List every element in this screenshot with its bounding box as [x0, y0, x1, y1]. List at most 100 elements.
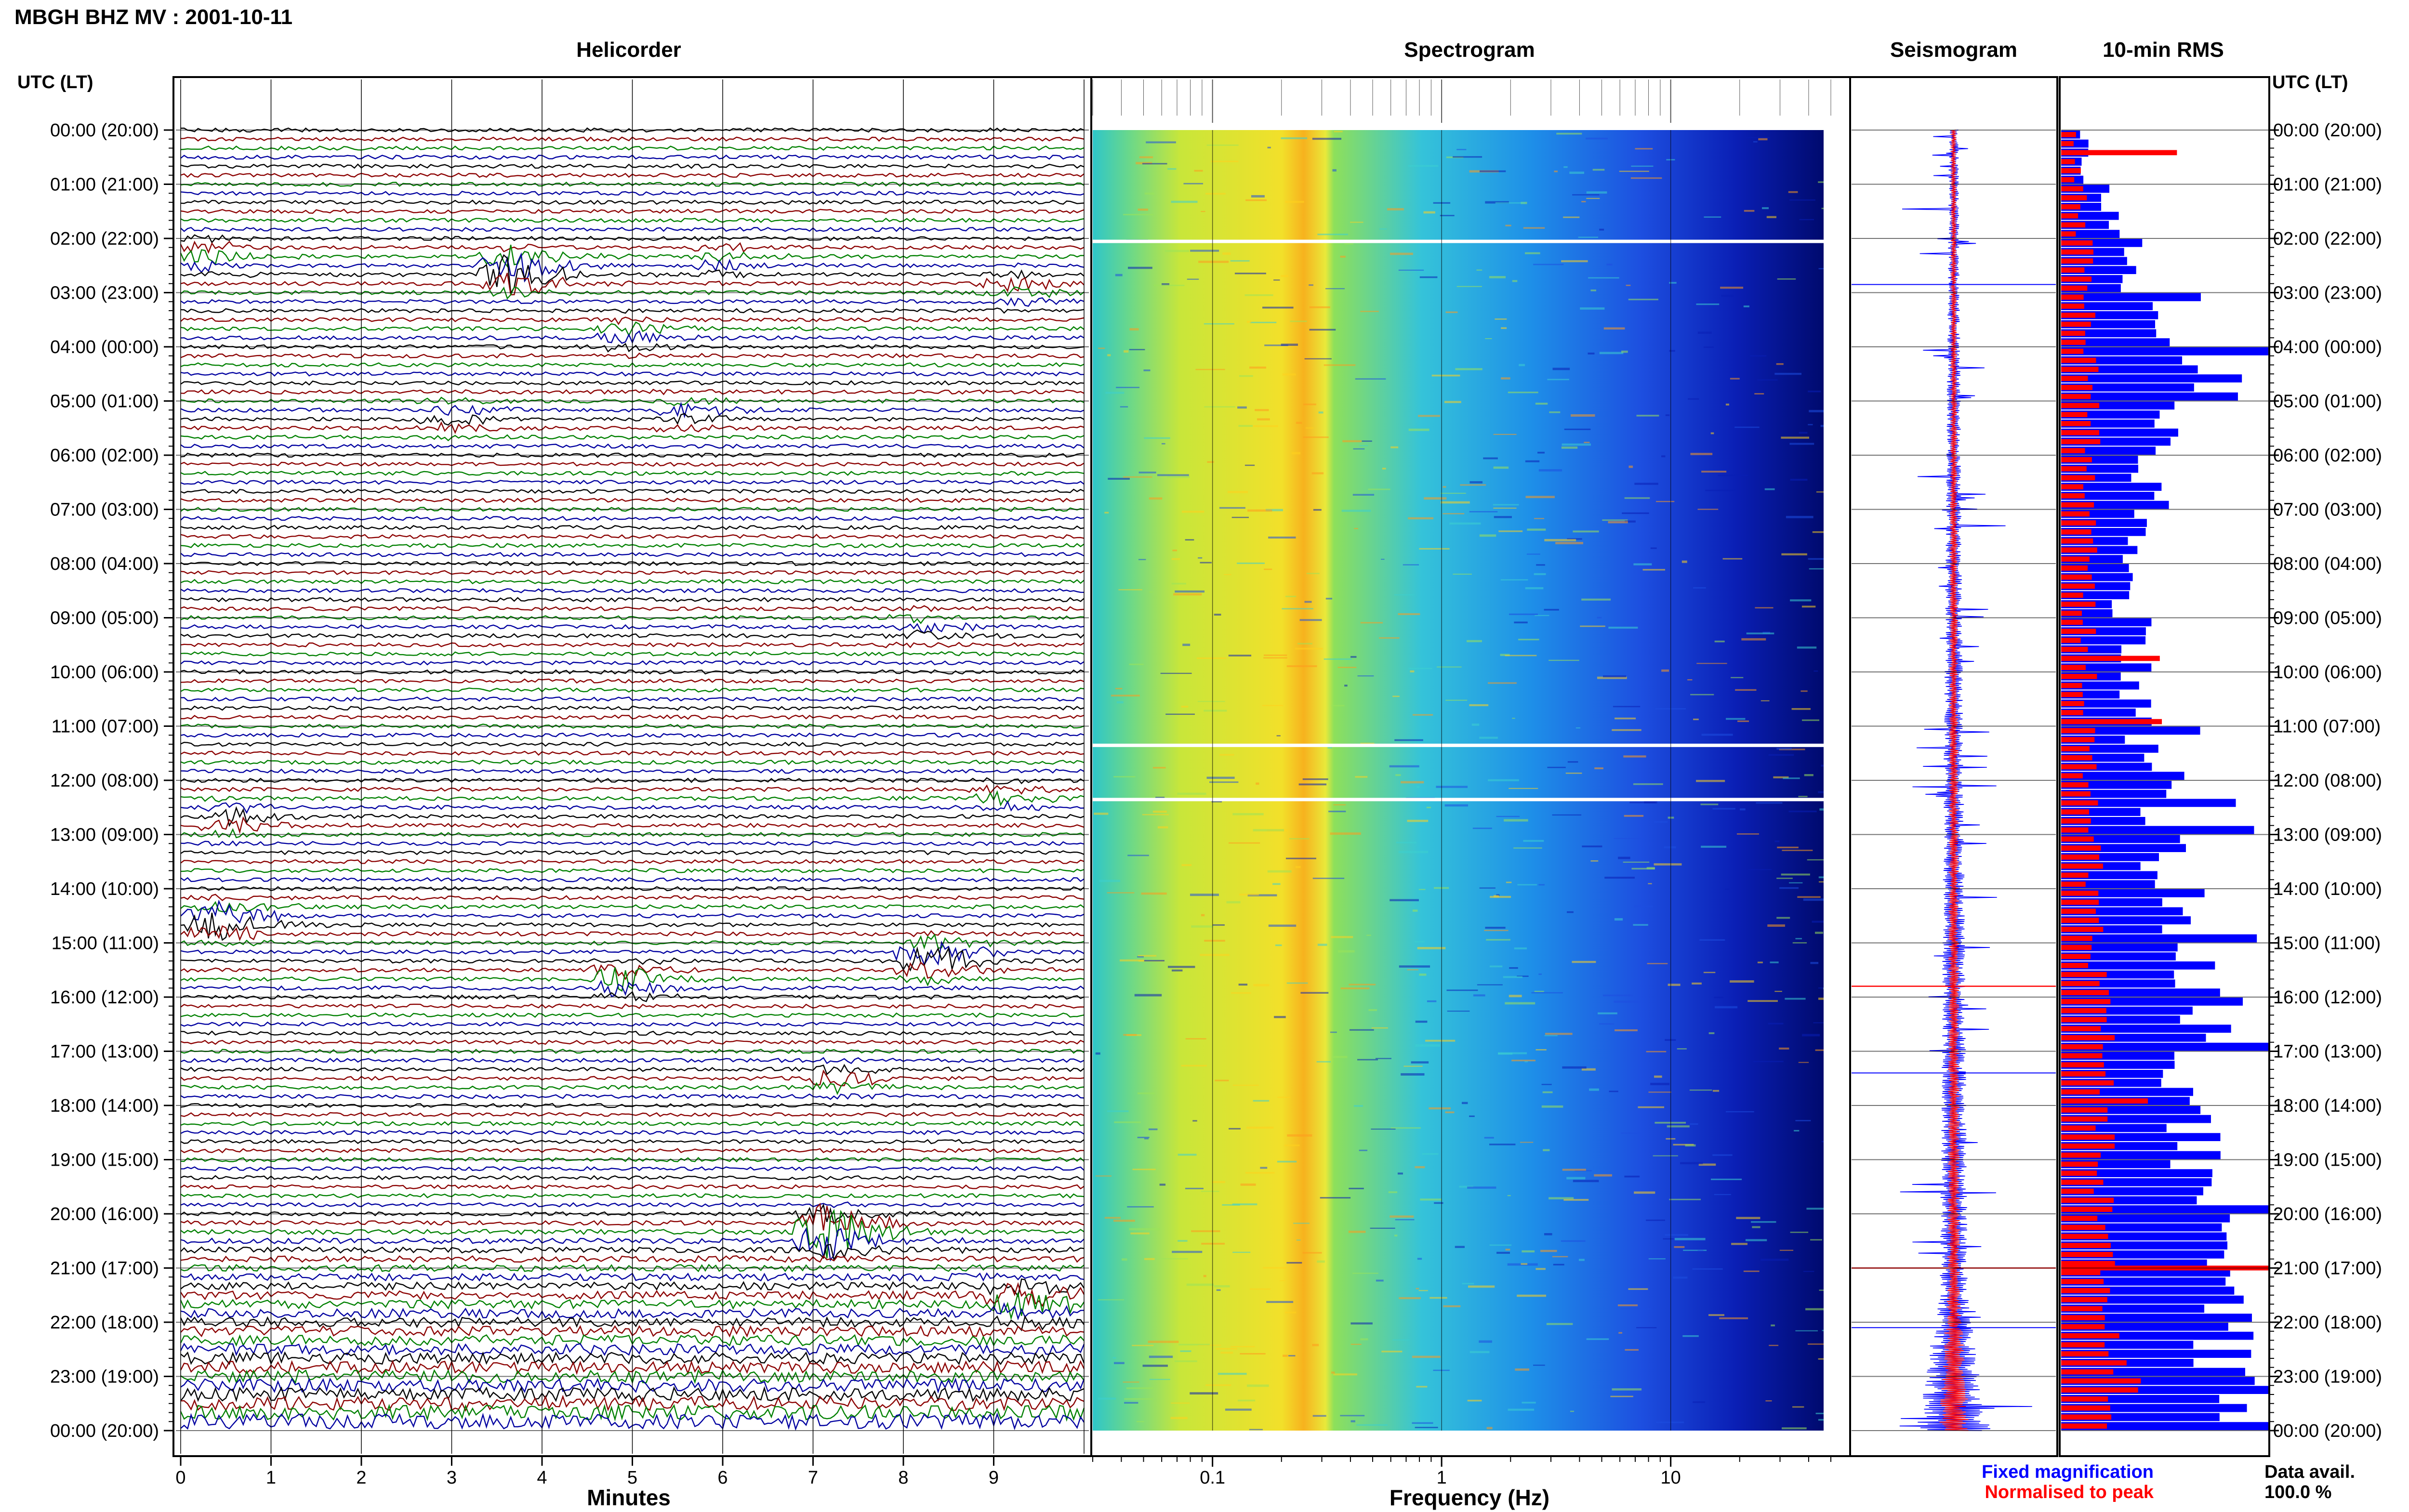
- spectrogram-streak: [1237, 406, 1247, 409]
- spectrogram-streak: [1654, 821, 1668, 823]
- rms-bar-normalised: [2061, 1261, 2115, 1266]
- spectrogram-streak: [1514, 621, 1528, 624]
- spectrogram-streak: [1756, 802, 1783, 804]
- spectrogram-streak: [1185, 1038, 1206, 1040]
- spectrogram-streak: [1144, 437, 1170, 439]
- spectrogram-streak: [1648, 1258, 1666, 1260]
- spectrogram-streak: [1603, 327, 1625, 330]
- rms-bar-fixed: [2061, 772, 2184, 780]
- spectrogram-streak: [1337, 667, 1357, 668]
- spectrogram-streak: [1512, 718, 1515, 719]
- spectrogram-streak: [1656, 500, 1675, 502]
- spectrogram-streak: [1247, 1384, 1269, 1387]
- spectrogram-streak: [1297, 643, 1312, 644]
- spectrogram-streak: [1419, 276, 1438, 278]
- spectrogram-streak: [1285, 595, 1297, 597]
- spectrogram-streak: [1572, 194, 1600, 196]
- spectrogram-streak: [1129, 328, 1139, 330]
- rms-bar-normalised: [2061, 891, 2099, 896]
- spectrogram-streak: [1253, 984, 1270, 986]
- spectrogram-streak: [1247, 894, 1277, 896]
- helicorder-title: Helicorder: [576, 38, 681, 62]
- spectrogram-streak: [1696, 663, 1727, 664]
- rms-bar-fixed: [2061, 347, 2268, 355]
- spectrogram-streak: [1790, 478, 1808, 481]
- spectrogram-streak: [1216, 1289, 1221, 1291]
- spectrogram-streak: [1390, 252, 1413, 255]
- spectrogram-streak: [1440, 493, 1466, 494]
- spectrogram-streak: [1586, 137, 1608, 140]
- spectrogram-streak: [1746, 137, 1770, 138]
- spectrogram-streak: [1555, 542, 1583, 544]
- spectrogram-streak: [1511, 1059, 1535, 1062]
- time-label-left: 16:00 (12:00): [50, 987, 159, 1008]
- spectrogram-streak: [1167, 966, 1195, 968]
- spectrogram-streak: [1819, 808, 1824, 811]
- rms-bar-normalised: [2061, 502, 2094, 508]
- spectrogram-streak: [1566, 1177, 1586, 1180]
- spectrogram-streak: [1098, 1397, 1116, 1400]
- spectrogram-streak: [1095, 1175, 1112, 1177]
- rms-bar-normalised: [2061, 1089, 2100, 1095]
- spectrogram-streak: [1408, 668, 1432, 670]
- spectrogram-streak: [1232, 1251, 1251, 1253]
- spectrogram-streak: [1381, 559, 1385, 560]
- spectrogram-streak: [1419, 973, 1427, 976]
- spectrogram-streak: [1445, 311, 1458, 313]
- spectrogram-streak: [1523, 227, 1545, 229]
- time-label-right: 18:00 (14:00): [2273, 1096, 2382, 1116]
- spectrogram-streak: [1674, 1246, 1685, 1248]
- spectrogram-streak: [1349, 984, 1376, 986]
- spectrogram-streak: [1573, 1180, 1599, 1183]
- spectrogram-streak: [1182, 644, 1191, 646]
- spectrogram-streak: [1129, 663, 1144, 665]
- spectrogram-streak: [1768, 754, 1794, 756]
- spectrogram-streak: [1745, 1239, 1767, 1241]
- spectrogram-streak: [1371, 1129, 1396, 1130]
- spectrogram-streak: [1697, 509, 1719, 510]
- spectrogram-streak: [1712, 1090, 1720, 1092]
- spectrogram-streak: [1181, 1065, 1207, 1067]
- spectrogram-streak: [1815, 1412, 1824, 1414]
- spectrogram-streak: [1303, 436, 1329, 438]
- rms-bar-normalised: [2061, 1107, 2108, 1113]
- spectrogram-streak: [1281, 275, 1289, 277]
- spectrogram-streak: [1810, 962, 1819, 964]
- rms-bar-normalised: [2061, 430, 2100, 435]
- rms-bar-normalised: [2061, 556, 2090, 562]
- rms-bar-normalised: [2061, 186, 2083, 192]
- spectrogram-streak: [1311, 472, 1324, 474]
- rms-bar-normalised: [2061, 1044, 2103, 1050]
- spectrogram-streak: [1398, 851, 1429, 854]
- rms-bar-fixed: [2061, 636, 2146, 644]
- rms-bar-normalised: [2061, 1053, 2103, 1059]
- spectrogram-streak: [1249, 1288, 1271, 1290]
- spectrogram-streak: [1350, 222, 1363, 223]
- spectrogram-streak: [1552, 368, 1570, 370]
- spectrogram-streak: [1456, 286, 1482, 287]
- spectrogram-streak: [1663, 1238, 1674, 1240]
- spectrogram-streak: [1818, 1358, 1824, 1360]
- spectrogram-streak: [1797, 896, 1821, 898]
- spectrogram-streak: [1584, 442, 1590, 443]
- rms-bar-fixed: [2061, 392, 2238, 401]
- page-title: MBGH BHZ MV : 2001-10-11: [14, 5, 292, 29]
- rms-bar-fixed: [2061, 1350, 2251, 1358]
- time-ticks-right: 00:00 (20:00) 01:00 (21:00) 02:00 (22:00) 0…: [2269, 120, 2382, 1441]
- spectrogram-streak: [1777, 278, 1796, 280]
- rms-bar-fixed: [2061, 934, 2257, 943]
- spectrogram-streak: [1231, 516, 1249, 518]
- spectrogram-streak: [1602, 519, 1628, 521]
- spectrogram-streak: [1730, 378, 1740, 380]
- spectrogram-streak: [1563, 216, 1580, 218]
- spectrogram-streak: [1244, 294, 1273, 296]
- spectrogram-streak: [1776, 917, 1790, 919]
- rms-frame: [2059, 76, 2270, 1457]
- spectrogram-streak: [1265, 509, 1283, 512]
- spectrogram-streak: [1689, 1089, 1712, 1091]
- rms-bar-normalised: [2061, 990, 2109, 995]
- legend-fixed-magnification: Fixed magnification: [1982, 1462, 2154, 1482]
- spectrogram-streak: [1468, 1285, 1495, 1288]
- spectrogram-streak: [1194, 170, 1203, 172]
- spectrogram-streak: [1543, 1149, 1550, 1151]
